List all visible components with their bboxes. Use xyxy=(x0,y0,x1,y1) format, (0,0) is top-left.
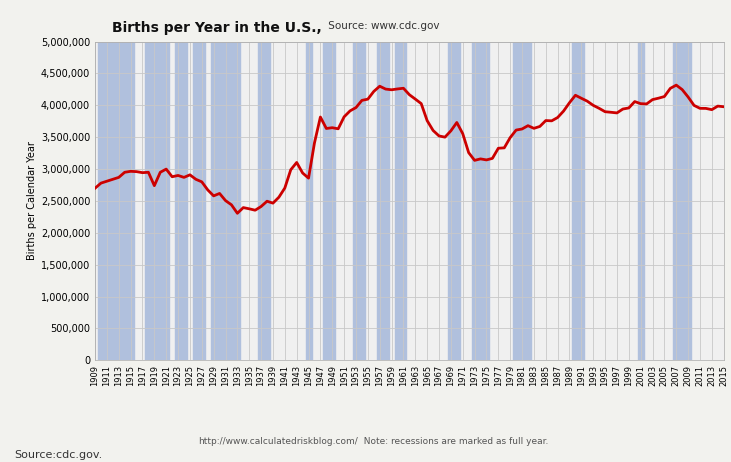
Bar xyxy=(193,42,205,360)
Bar xyxy=(448,42,460,360)
Bar xyxy=(572,42,584,360)
Bar xyxy=(376,42,389,360)
Text: Note: recessions are marked as full year.: Note: recessions are marked as full year… xyxy=(358,437,548,446)
Bar xyxy=(258,42,270,360)
Bar xyxy=(306,42,311,360)
Bar xyxy=(519,42,531,360)
Bar xyxy=(115,42,134,360)
Text: Births per Year in the U.S.,: Births per Year in the U.S., xyxy=(112,21,322,35)
Bar xyxy=(98,42,115,360)
Bar xyxy=(673,42,691,360)
Bar xyxy=(145,42,157,360)
Text: Source: www.cdc.gov: Source: www.cdc.gov xyxy=(325,21,440,31)
Bar xyxy=(175,42,187,360)
Bar xyxy=(395,42,406,360)
Bar xyxy=(157,42,169,360)
Text: Source:cdc.gov.: Source:cdc.gov. xyxy=(15,450,103,460)
Text: http://www.calculatedriskblog.com/: http://www.calculatedriskblog.com/ xyxy=(198,437,357,446)
Bar xyxy=(211,42,240,360)
Bar xyxy=(637,42,643,360)
Bar xyxy=(471,42,490,360)
Y-axis label: Births per Calendar Year: Births per Calendar Year xyxy=(26,141,37,261)
Bar xyxy=(353,42,365,360)
Bar xyxy=(323,42,336,360)
Bar xyxy=(513,42,519,360)
